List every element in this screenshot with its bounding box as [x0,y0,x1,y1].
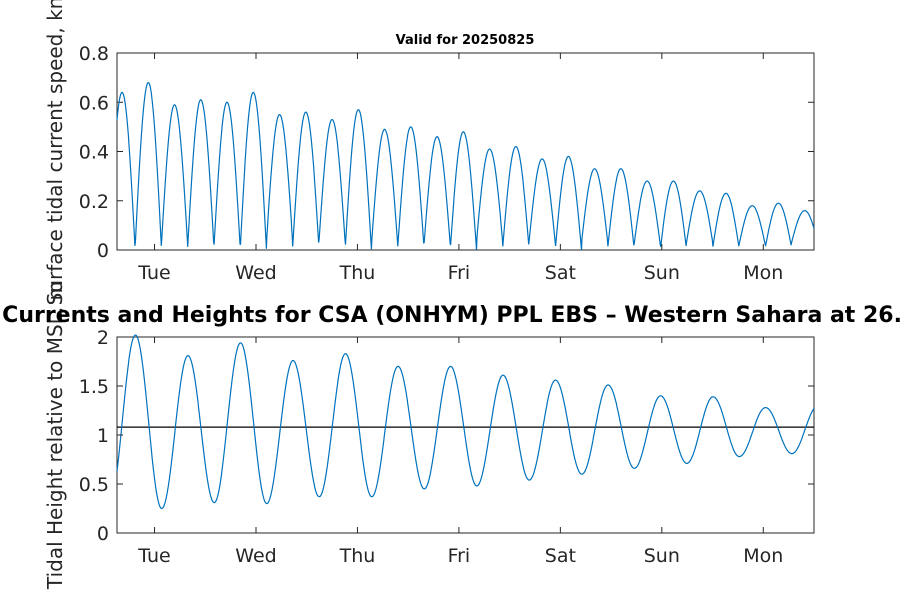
tidal-height-series-line [116,334,815,510]
x-tick-label: Tue [137,262,170,284]
x-tick-label: Thu [339,262,376,284]
current-speed-panel: Valid for 20250825 Surface tidal current… [43,0,815,305]
height-y-ticks: 0 0.5 1 1.5 2 [79,327,814,545]
x-tick-label: Sat [545,262,576,284]
y-tick-label: 0.8 [79,43,109,65]
current-axes-box [116,52,815,251]
x-tick-label: Wed [235,545,276,567]
current-x-ticks: Tue Wed Thu Fri Sat Sun Mon [137,53,783,284]
y-tick-label: 0.2 [79,191,109,213]
current-y-ticks: 0 0.2 0.4 0.6 0.8 [79,43,814,262]
height-y-axis-label: Tidal Height relative to MSL, m [43,281,67,590]
x-tick-label: Tue [137,545,170,567]
y-tick-label: 2 [97,327,109,349]
x-tick-label: Thu [339,545,376,567]
y-tick-label: 0.4 [79,142,109,164]
main-chart-title: Surface Currents and Heights for CSA (ON… [0,303,900,328]
y-tick-label: 0.6 [79,92,109,114]
x-tick-label: Sun [644,262,680,284]
current-y-axis-label: Surface tidal current speed, kn [43,0,67,305]
x-tick-label: Mon [743,262,783,284]
y-tick-label: 0 [97,240,109,262]
y-tick-label: 0.5 [79,474,109,496]
x-tick-label: Sat [545,545,576,567]
x-tick-label: Fri [448,545,471,567]
x-tick-label: Fri [448,262,471,284]
x-tick-label: Sun [644,545,680,567]
x-tick-label: Mon [743,545,783,567]
y-tick-label: 1 [97,425,109,447]
height-x-ticks: Tue Wed Thu Fri Sat Sun Mon [137,337,783,567]
current-speed-series-line [116,81,815,251]
y-tick-label: 1.5 [79,376,109,398]
tidal-height-panel: 0 0.5 1 1.5 2 Tue Wed Thu Fri Sat Sun Mon Tidal He… [0,281,900,590]
y-tick-label: 0 [97,523,109,545]
current-chart-title: Valid for 20250825 [396,33,535,48]
x-tick-label: Wed [235,262,276,284]
